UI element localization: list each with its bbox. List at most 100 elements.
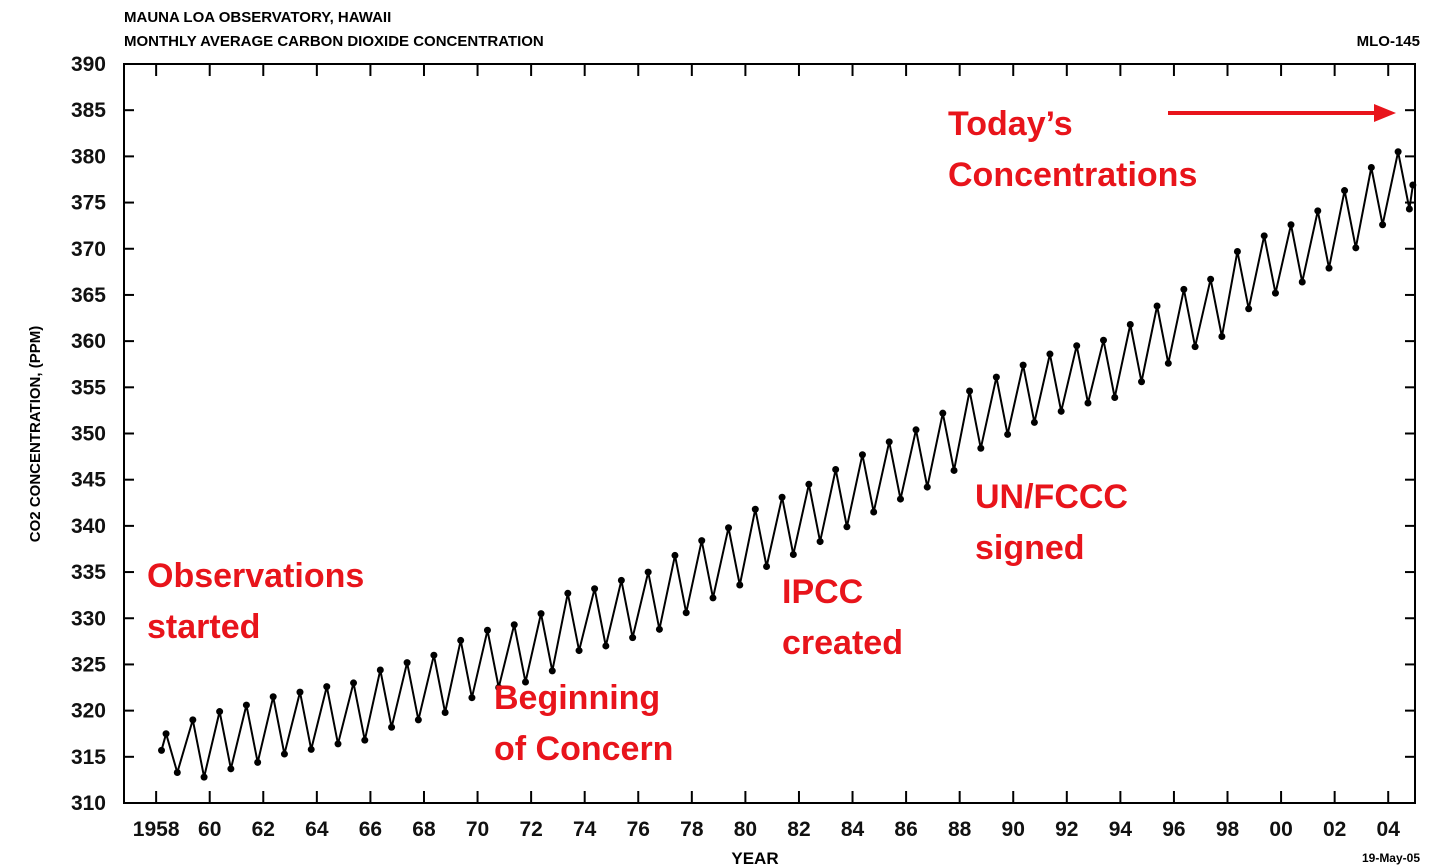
data-line: [160, 151, 1414, 778]
data-point: [1394, 148, 1402, 156]
x-tick-label: 78: [680, 818, 704, 841]
y-tick-label: 370: [71, 238, 106, 261]
data-point: [751, 505, 759, 513]
data-point: [698, 537, 706, 545]
x-tick-label: 70: [466, 818, 489, 841]
x-tick-label: 96: [1162, 818, 1185, 841]
data-point: [709, 594, 717, 602]
data-point: [763, 563, 771, 571]
data-point: [483, 626, 491, 634]
data-point: [1233, 248, 1241, 256]
data-point: [644, 568, 652, 576]
y-axis-label: CO2 CONCENTRATION, (PPM): [27, 326, 44, 542]
x-tick-label: 02: [1323, 818, 1346, 841]
x-tick-label: 84: [841, 818, 865, 841]
data-point: [575, 647, 583, 655]
data-point: [805, 480, 813, 488]
y-tick-label: 355: [71, 376, 106, 399]
data-point: [923, 483, 931, 491]
data-point: [1057, 407, 1065, 415]
data-point: [1099, 336, 1107, 344]
x-tick-label: 60: [198, 818, 221, 841]
data-point: [1030, 418, 1038, 426]
data-point: [629, 634, 637, 642]
annotation: created: [782, 624, 903, 662]
data-point: [778, 493, 786, 501]
data-point: [1084, 399, 1092, 407]
data-point: [323, 683, 331, 691]
data-point: [1019, 361, 1027, 369]
data-point: [1271, 289, 1279, 297]
data-point: [548, 667, 556, 675]
y-tick-label: 360: [71, 330, 106, 353]
data-point: [157, 746, 165, 754]
y-tick-label: 335: [71, 561, 106, 584]
data-point: [1409, 181, 1417, 189]
y-tick-label: 325: [71, 653, 106, 676]
data-point: [1367, 163, 1375, 171]
chart-subtitle: MONTHLY AVERAGE CARBON DIOXIDE CONCENTRA…: [124, 33, 544, 50]
data-point: [939, 409, 947, 417]
x-tick-label: 76: [627, 818, 650, 841]
data-point: [1164, 359, 1172, 367]
y-tick-label: 385: [71, 99, 106, 122]
data-point: [617, 576, 625, 584]
data-point: [216, 708, 224, 716]
data-point: [1325, 264, 1333, 272]
data-point: [537, 610, 545, 618]
data-point: [1004, 430, 1012, 438]
x-tick-label: 98: [1216, 818, 1240, 841]
data-point: [950, 466, 958, 474]
data-point: [832, 466, 840, 474]
annotation: UN/FCCC: [975, 478, 1128, 516]
data-point: [1218, 333, 1226, 341]
data-point: [200, 773, 208, 781]
data-point: [468, 694, 476, 702]
x-tick-label: 82: [787, 818, 810, 841]
annotation: started: [147, 608, 260, 646]
y-tick-label: 340: [71, 515, 106, 538]
plot-frame: [123, 63, 1416, 804]
data-point: [602, 642, 610, 650]
data-point: [1260, 232, 1268, 240]
date-stamp: 19-May-05: [1362, 851, 1420, 865]
data-point: [457, 636, 465, 644]
data-point: [816, 538, 824, 546]
data-point: [870, 508, 878, 516]
data-point: [1341, 187, 1349, 195]
annotation: Observations: [147, 557, 364, 595]
data-point: [403, 659, 411, 667]
data-point: [1405, 205, 1413, 213]
data-point: [1379, 221, 1387, 229]
data-point: [682, 609, 690, 617]
data-point: [242, 701, 250, 709]
x-tick-label: 86: [894, 818, 917, 841]
data-point: [1287, 221, 1295, 229]
data-point: [912, 426, 920, 434]
x-tick-label: 90: [1002, 818, 1025, 841]
data-point: [725, 524, 733, 532]
data-point: [1352, 244, 1360, 252]
y-tick-label: 320: [71, 700, 106, 723]
data-point: [1298, 278, 1306, 286]
data-point: [1138, 378, 1146, 386]
data-point: [564, 589, 572, 597]
data-point: [977, 444, 985, 452]
data-point: [1046, 350, 1054, 358]
data-point: [1073, 342, 1081, 350]
data-point: [227, 765, 235, 773]
x-tick-label: 74: [573, 818, 597, 841]
x-tick-label: 1958: [133, 818, 180, 841]
data-point: [430, 651, 438, 659]
data-point: [334, 740, 342, 748]
data-point: [1111, 393, 1119, 401]
data-point: [896, 495, 904, 503]
data-point: [789, 551, 797, 559]
data-point: [1207, 275, 1215, 283]
x-tick-label: 68: [412, 818, 436, 841]
x-tick-label: 94: [1109, 818, 1133, 841]
x-tick-label: 80: [734, 818, 757, 841]
x-tick-label: 88: [948, 818, 972, 841]
data-point: [521, 678, 529, 686]
